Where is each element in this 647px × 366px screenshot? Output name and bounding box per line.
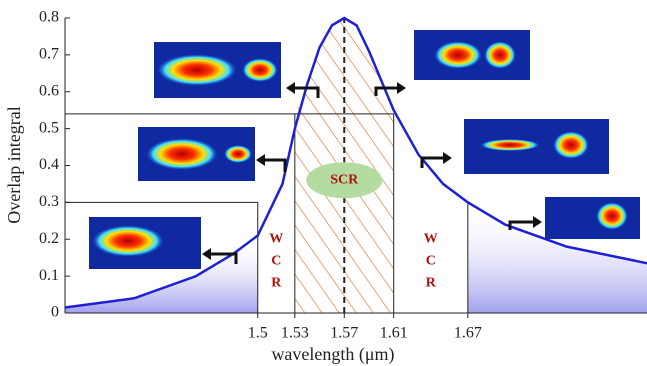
chart: 1.5 1.53 1.57 1.61 1.67 0 0.1 0.2 0.3 0.4 0.5 0.6 0.… xyxy=(0,0,647,366)
y-tick-label: 0.7 xyxy=(39,46,59,63)
wcr-letter: W xyxy=(424,231,438,246)
wcr-letter: C xyxy=(426,253,436,268)
x-axis-label: wavelength (μm) xyxy=(271,344,394,365)
wcr-letter: W xyxy=(269,231,283,246)
scr-label: SCR xyxy=(330,172,359,187)
y-tick-label: 0.3 xyxy=(39,193,59,210)
y-tick-label: 0.2 xyxy=(39,230,59,247)
x-tick-label: 1.67 xyxy=(454,325,482,342)
x-tick-label: 1.5 xyxy=(248,325,268,342)
x-tick-label: 1.53 xyxy=(281,325,309,342)
plot-area: 1.5 1.53 1.57 1.61 1.67 0 0.1 0.2 0.3 0.4 0.5 0.6 0.… xyxy=(39,9,647,342)
y-axis-label: Overlap integral xyxy=(4,106,24,223)
wcr-letter: C xyxy=(271,253,281,268)
wcr-letter: R xyxy=(271,275,282,290)
y-tick-label: 0.6 xyxy=(39,82,59,99)
x-tick-label: 1.61 xyxy=(380,325,408,342)
y-tick-label: 0.5 xyxy=(39,119,59,136)
x-tick-label: 1.57 xyxy=(330,325,358,342)
y-tick-label: 0.4 xyxy=(39,156,59,173)
y-tick-label: 0.1 xyxy=(39,267,59,284)
y-tick-label: 0.8 xyxy=(39,9,59,26)
wcr-letter: R xyxy=(426,275,437,290)
y-tick-label: 0 xyxy=(51,304,59,321)
